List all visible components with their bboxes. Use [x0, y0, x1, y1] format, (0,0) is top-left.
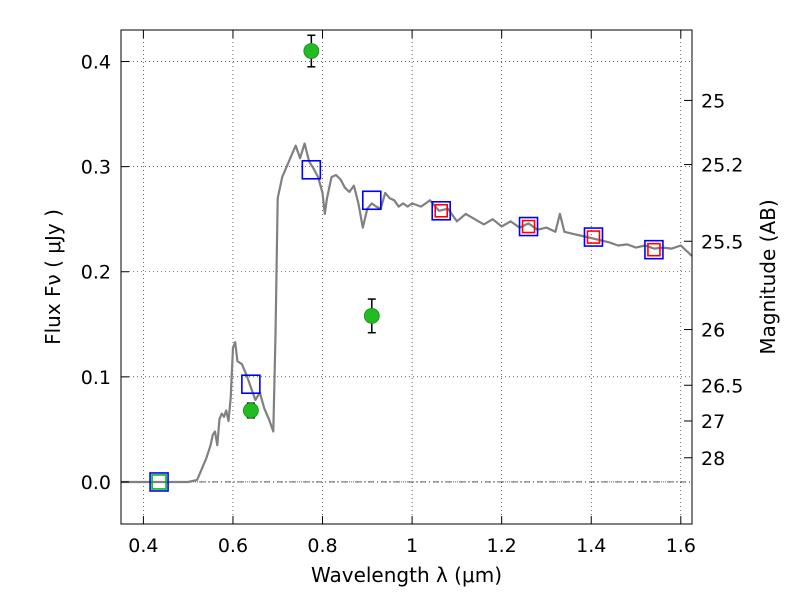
right-tick-label: 25 [701, 90, 725, 112]
right-tick-label: 26 [701, 320, 725, 342]
photometry-square [149, 472, 169, 492]
y-tick-label: 0.4 [81, 52, 111, 74]
y-tick-label: 0.2 [81, 262, 111, 284]
x-tick-label: 1.4 [576, 535, 606, 557]
right-tick-label: 28 [701, 448, 725, 470]
photometry-square [151, 474, 167, 490]
x-tick-label: 0.4 [128, 535, 158, 557]
photometry-square [241, 374, 261, 395]
measured-point [242, 402, 259, 419]
model-spectrum-line [121, 142, 693, 484]
measured-point [363, 307, 380, 324]
y-axis: 0.0 0.1 0.2 0.3 0.4 [81, 52, 129, 494]
right-tick-label: 25.5 [701, 231, 743, 253]
photometry-square [583, 227, 604, 247]
right-magnitude-axis: 25 25.2 25.5 26 26.5 27 28 [684, 90, 743, 470]
x-tick-label: 0.8 [307, 535, 337, 557]
y-tick-label: 0.3 [81, 157, 111, 179]
y-tick-label: 0.0 [81, 472, 111, 494]
photometry-square [518, 216, 539, 237]
x-tick-label: 0.6 [218, 535, 248, 557]
photometry-square [521, 219, 536, 234]
grid [121, 30, 692, 524]
photometry-square [647, 242, 661, 257]
photometry-square [434, 203, 449, 218]
y-axis-label: Flux Fν ( μJy ) [41, 209, 65, 345]
x-tick-label: 1.6 [666, 535, 696, 557]
y-tick-label: 0.1 [81, 367, 111, 389]
plot-frame [120, 29, 693, 525]
right-tick-label: 26.5 [701, 375, 743, 397]
x-tick-label: 1.2 [487, 535, 517, 557]
photometry-square [361, 190, 382, 211]
x-axis-label: Wavelength λ (μm) [311, 563, 502, 587]
plot-series [121, 34, 693, 492]
right-axis-label: Magnitude (AB) [756, 199, 780, 354]
right-tick-label: 25.2 [701, 155, 743, 177]
measured-point [303, 43, 320, 59]
photometry-square [586, 230, 601, 244]
photometry-square [301, 159, 322, 180]
right-tick-label: 27 [701, 411, 725, 433]
photometry-square [431, 200, 452, 221]
x-axis: 0.4 0.6 0.8 1 1.2 1.4 1.6 [128, 30, 696, 557]
photometry-square [644, 239, 664, 260]
x-tick-label: 1 [406, 535, 418, 557]
